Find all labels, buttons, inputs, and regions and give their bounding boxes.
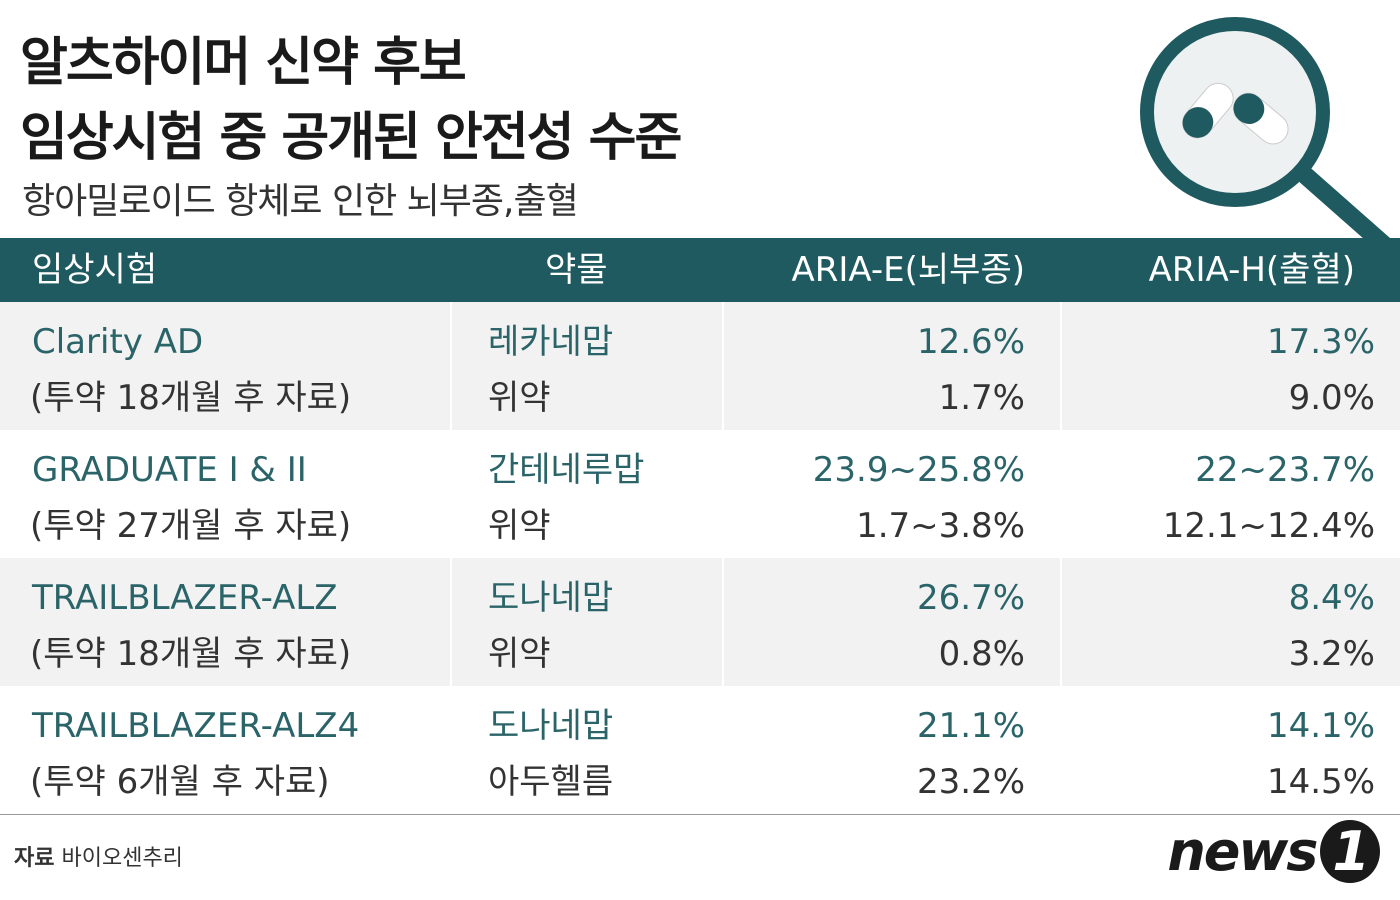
column-divider [450,302,452,430]
column-header: 약물 [545,250,608,290]
column-divider [450,686,452,814]
trial-note: (투약 18개월 후 자료) [30,634,352,674]
aria-h-comparator: 3.2% [1288,634,1375,674]
column-header: 임상시험 [32,250,158,290]
trial-note: (투약 6개월 후 자료) [30,762,330,802]
column-divider [450,430,452,558]
table-row [0,430,1400,558]
logo-text: news [1167,820,1318,883]
logo: news 1 [1167,820,1380,883]
column-divider [722,686,724,814]
aria-h-comparator: 14.5% [1266,762,1375,802]
aria-e-primary: 23.9~25.8% [812,450,1025,490]
aria-h-primary: 17.3% [1266,322,1375,362]
drugs-comparator: 아두헬름 [488,762,614,802]
aria-h-primary: 14.1% [1266,706,1375,746]
drugs-primary: 레카네맙 [488,322,614,362]
column-divider [722,430,724,558]
table-row [0,686,1400,814]
aria-e-primary: 21.1% [916,706,1025,746]
aria-e-comparator: 1.7~3.8% [856,506,1025,546]
column-header: ARIA-E(뇌부종) [791,250,1025,290]
trial-name: Clarity AD [32,322,204,362]
aria-e-comparator: 23.2% [916,762,1025,802]
title-line: 알츠하이머 신약 후보 [20,33,467,93]
drugs-comparator: 위약 [488,378,551,418]
table-row [0,558,1400,686]
drugs-comparator: 위약 [488,506,551,546]
aria-h-primary: 22~23.7% [1195,450,1375,490]
aria-e-comparator: 1.7% [938,378,1025,418]
aria-h-comparator: 9.0% [1288,378,1375,418]
column-divider [1060,686,1062,814]
column-divider [722,302,724,430]
table-bottom-rule [0,813,1400,815]
logo-mark: 1 [1320,820,1380,883]
aria-h-primary: 8.4% [1288,578,1375,618]
table-row [0,302,1400,430]
source: 자료 바이오센추리 [14,840,183,872]
column-divider [1060,302,1062,430]
trial-note: (투약 27개월 후 자료) [30,506,352,546]
drugs-primary: 간테네루맙 [488,450,645,490]
aria-e-primary: 26.7% [916,578,1025,618]
trial-note: (투약 18개월 후 자료) [30,378,352,418]
column-divider [450,558,452,686]
drugs-primary: 도나네맙 [488,578,614,618]
magnifier-icon [1140,17,1399,259]
subtitle: 항아밀로이드 항체로 인한 뇌부종,출혈 [22,181,579,222]
source-label: 자료 [14,846,55,871]
title-line: 임상시험 중 공개된 안전성 수준 [20,108,682,168]
table-header [0,238,1400,302]
column-divider [1060,430,1062,558]
drugs-comparator: 위약 [488,634,551,674]
trial-name: TRAILBLAZER-ALZ4 [32,706,360,746]
aria-e-comparator: 0.8% [938,634,1025,674]
trial-name: TRAILBLAZER-ALZ [32,578,338,618]
aria-h-comparator: 12.1~12.4% [1162,506,1375,546]
trial-name: GRADUATE I & II [32,450,307,490]
drugs-primary: 도나네맙 [488,706,614,746]
source-name: 바이오센추리 [61,846,183,871]
column-divider [1060,558,1062,686]
aria-e-primary: 12.6% [916,322,1025,362]
column-header: ARIA-H(출혈) [1148,250,1355,290]
column-divider [722,558,724,686]
